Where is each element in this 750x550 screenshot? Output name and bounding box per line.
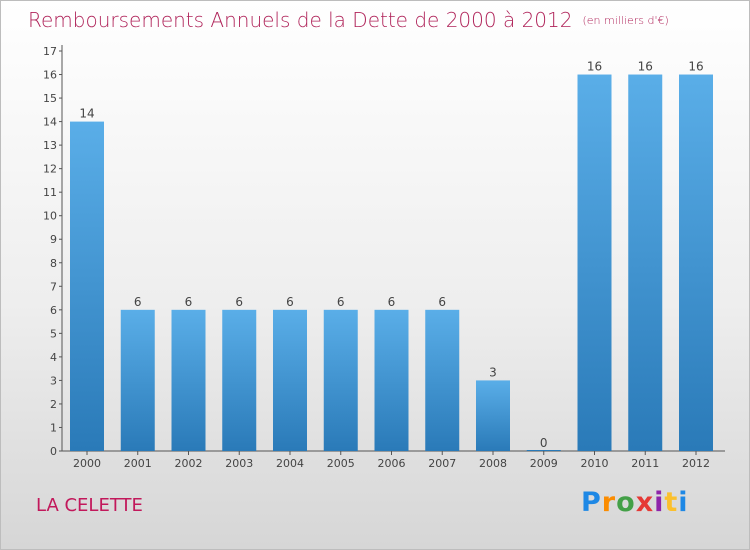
bar [526, 450, 561, 451]
y-tick-label: 12 [43, 163, 57, 176]
y-tick-label: 17 [43, 45, 57, 58]
y-tick-label: 0 [50, 445, 57, 458]
y-tick-label: 8 [50, 257, 57, 270]
y-tick-label: 9 [50, 233, 57, 246]
y-tick-label: 7 [50, 280, 57, 293]
data-label: 6 [185, 295, 193, 309]
bar [374, 309, 409, 451]
data-label: 6 [134, 295, 142, 309]
bar [120, 309, 155, 451]
bars [70, 74, 713, 452]
x-tick-label: 2001 [124, 457, 152, 470]
x-tick-label: 2007 [428, 457, 456, 470]
y-tick-label: 15 [43, 92, 57, 105]
data-label: 3 [489, 365, 497, 379]
x-tick-label: 2009 [530, 457, 558, 470]
logo-letter: o [616, 487, 636, 518]
y-tick-label: 10 [43, 210, 57, 223]
logo-letter: i [678, 487, 689, 518]
chart-subtitle: (en milliers d'€) [582, 14, 669, 27]
x-tick-label: 2011 [631, 457, 659, 470]
labels: 14 2000 6 2001 6 2002 6 2003 6 2004 6 2005 6 2006 6 200… [73, 60, 710, 470]
y-tick-label: 2 [50, 398, 57, 411]
x-tick-label: 2003 [225, 457, 253, 470]
bar [222, 309, 257, 451]
logo-letter: P [581, 487, 602, 518]
y-tick-label: 13 [43, 139, 57, 152]
proxiti-logo: Proxiti [581, 487, 689, 518]
x-tick-label: 2012 [682, 457, 710, 470]
data-label: 6 [286, 295, 294, 309]
bar [70, 121, 104, 452]
bar [425, 309, 460, 451]
logo-letter: i [654, 487, 665, 518]
bar [273, 309, 307, 451]
chart-title-text: Remboursements Annuels de la Dette de 20… [28, 8, 573, 32]
bar [628, 74, 663, 451]
x-tick-label: 2000 [73, 457, 101, 470]
logo-letter: x [635, 487, 655, 518]
y-tick-label: 16 [43, 69, 57, 82]
y-tick-label: 1 [50, 421, 57, 434]
x-tick-label: 2006 [378, 457, 406, 470]
bar [323, 309, 358, 451]
data-label: 16 [638, 60, 653, 74]
y-tick-label: 6 [50, 304, 57, 317]
y-tick-label: 14 [43, 116, 57, 129]
data-label: 6 [337, 295, 345, 309]
logo-letter: t [664, 487, 679, 518]
data-label: 14 [79, 107, 94, 121]
logo-letter: r [601, 487, 617, 518]
data-label: 0 [540, 436, 548, 450]
x-tick-label: 2005 [327, 457, 355, 470]
y-tick-label: 4 [50, 351, 57, 364]
data-label: 6 [235, 295, 243, 309]
bar [476, 380, 510, 451]
data-label: 16 [688, 60, 703, 74]
data-label: 16 [587, 60, 602, 74]
chart-title: Remboursements Annuels de la Dette de 20… [28, 8, 669, 32]
x-tick-label: 2008 [479, 457, 507, 470]
x-tick-label: 2010 [581, 457, 609, 470]
y-tick-label: 11 [43, 186, 57, 199]
bar [577, 74, 612, 451]
y-tick-label: 5 [50, 327, 57, 340]
x-tick-label: 2004 [276, 457, 304, 470]
commune-name: LA CELETTE [36, 495, 143, 516]
y-tick-label: 3 [50, 374, 57, 387]
bar [679, 74, 713, 451]
x-tick-label: 2002 [175, 457, 203, 470]
data-label: 6 [388, 295, 396, 309]
bar [171, 309, 206, 451]
data-label: 6 [438, 295, 446, 309]
